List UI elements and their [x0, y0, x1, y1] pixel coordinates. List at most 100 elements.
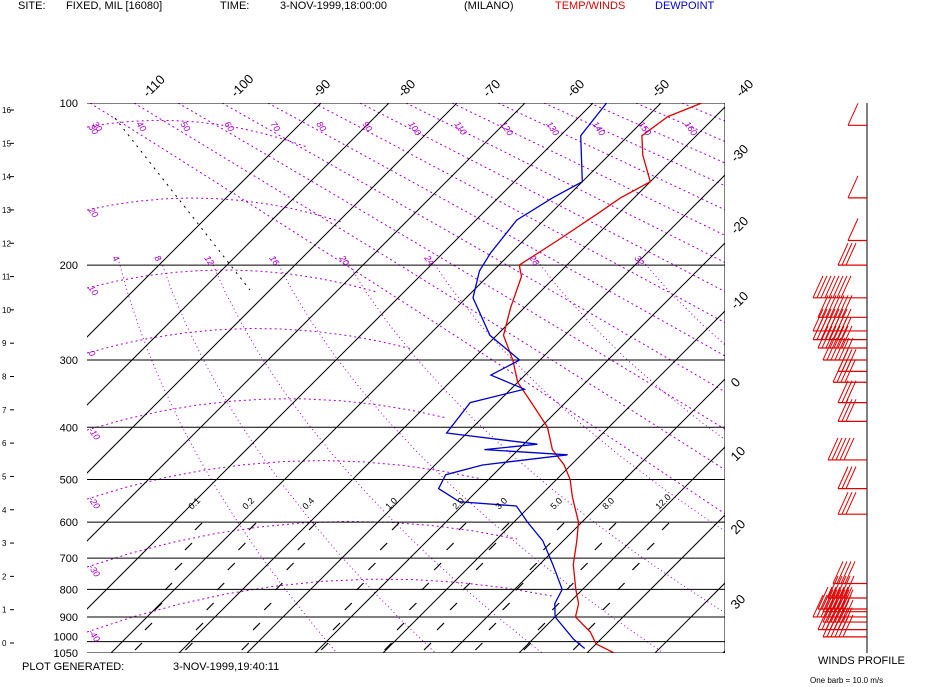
wind-barb-flag: [831, 437, 843, 461]
wind-barb-flag: [843, 575, 855, 599]
isotherm-label: 20: [728, 516, 749, 537]
time-value: 3-NOV-1999,18:00:00: [280, 0, 388, 12]
dry-adiabat-label: 40: [134, 119, 148, 133]
left-guide-curve: [87, 269, 378, 293]
left-guide-label: 10: [86, 283, 100, 297]
wind-barb-flag: [844, 360, 856, 383]
wind-barb-flag: [841, 491, 853, 515]
dry-adiabat: [589, 103, 725, 164]
wind-barb-flag: [835, 437, 847, 461]
height-tick-label: 7: [2, 406, 7, 415]
mixing-ratio-dash: [154, 602, 163, 611]
wind-barb-flag: [824, 275, 836, 299]
wind-barb-flag: [830, 337, 842, 361]
mixing-ratio-dash: [320, 642, 329, 651]
isotherm-label: -90: [310, 76, 334, 100]
mixing-ratio-dash: [356, 582, 365, 591]
dry-adiabat: [497, 103, 725, 211]
height-tick-label: 8: [2, 373, 7, 382]
wind-barb-flag: [816, 594, 828, 618]
isotherm-line: [87, 103, 594, 610]
dry-adiabat: [313, 103, 725, 324]
height-tick-label: 5: [2, 472, 7, 481]
wind-barb-flag: [830, 614, 842, 638]
wind-barb-flag: [838, 614, 850, 638]
mixing-ratio-dash: [237, 542, 246, 551]
wind-barb-flag: [841, 399, 853, 422]
isobar-label: 300: [60, 355, 78, 367]
wind-barb-flag: [820, 275, 832, 299]
mixing-ratio-dash: [134, 642, 143, 651]
wind-barb-flag: [826, 599, 838, 623]
mixing-ratio-dash: [587, 622, 596, 631]
left-guide-label: -20: [86, 494, 102, 510]
isotherm-line: [586, 514, 725, 653]
isotherm-line: [314, 242, 725, 653]
wind-barb-flag: [841, 242, 853, 266]
wind-barb-flag: [812, 308, 824, 332]
isobar-label: 900: [60, 612, 78, 624]
dry-adiabat-label: 30: [90, 119, 104, 133]
wind-barb-flag: [829, 586, 841, 610]
mixing-ratio-dash: [195, 622, 204, 631]
isotherm-line: [382, 310, 725, 653]
mixing-ratio-dash: [449, 602, 458, 611]
height-tick-label: 12: [2, 239, 11, 248]
moist-adiabat: [159, 257, 436, 653]
wind-barb-flag: [817, 325, 829, 349]
dry-adiabat-label: 110: [452, 119, 468, 136]
mixing-ratio-dash: [529, 562, 538, 571]
upper-left-dotted-line: [114, 117, 251, 291]
left-guide-curve: [87, 578, 553, 633]
wind-barb-flag: [822, 599, 834, 623]
dry-adiabat: [405, 103, 725, 264]
site-label: SITE:: [18, 0, 46, 12]
isotherm-label: -30: [728, 141, 752, 165]
wind-barb-flag: [837, 399, 849, 422]
mixing-ratio-dash: [206, 602, 215, 611]
isotherm-label: -110: [140, 72, 168, 100]
left-guide-label: 20: [86, 205, 101, 220]
dry-adiabat: [267, 103, 725, 357]
wind-barb-flag: [837, 380, 849, 403]
mixing-ratio-dash: [216, 582, 225, 591]
mixing-ratio-dash: [502, 602, 511, 611]
wind-barb-flag: [820, 594, 832, 618]
plot-generated-value: 3-NOV-1999,19:40:11: [173, 661, 280, 673]
isotherm-line: [654, 582, 725, 653]
isotherm-line: [87, 103, 322, 338]
mixing-ratio-dash: [433, 562, 442, 571]
mixing-ratio-dash: [332, 622, 341, 631]
isotherm-line: [87, 103, 390, 406]
site-value: FIXED, MIL [16080]: [66, 0, 163, 12]
wind-barb-flag: [827, 437, 839, 461]
wind-barb-flag: [812, 275, 824, 299]
isotherm-label: 0: [728, 374, 744, 390]
mixing-ratio-dash: [227, 562, 236, 571]
wind-barb-flag: [824, 317, 836, 340]
wind-barb-flag: [821, 607, 833, 630]
isotherm-label: 30: [728, 591, 749, 612]
isobar-label: 200: [60, 260, 78, 272]
mixing-ratio-dash: [391, 522, 400, 531]
mixing-ratio-dash: [501, 522, 510, 531]
left-guide-label: 0: [86, 348, 97, 358]
wind-barb-flag: [817, 586, 829, 610]
plot-generated-label: PLOT GENERATED:: [22, 661, 125, 673]
dry-adiabat-label: 70: [268, 119, 282, 133]
mixing-ratio-dash: [523, 642, 532, 651]
left-guide-label: -30: [86, 562, 102, 578]
mixing-ratio-dash: [556, 522, 565, 531]
dry-adiabat-label: 60: [222, 119, 236, 133]
dry-adiabat: [177, 103, 725, 430]
isobar-label: 100: [60, 98, 78, 110]
moist-adiabat: [344, 257, 725, 614]
wind-barb-flag: [825, 586, 837, 610]
dry-adiabat-label: 90: [360, 119, 374, 133]
dry-adiabat-label: 140: [590, 119, 607, 137]
isobar-label: 1000: [54, 632, 78, 644]
dry-adiabat: [451, 103, 725, 236]
mixing-ratio-dash: [144, 622, 153, 631]
